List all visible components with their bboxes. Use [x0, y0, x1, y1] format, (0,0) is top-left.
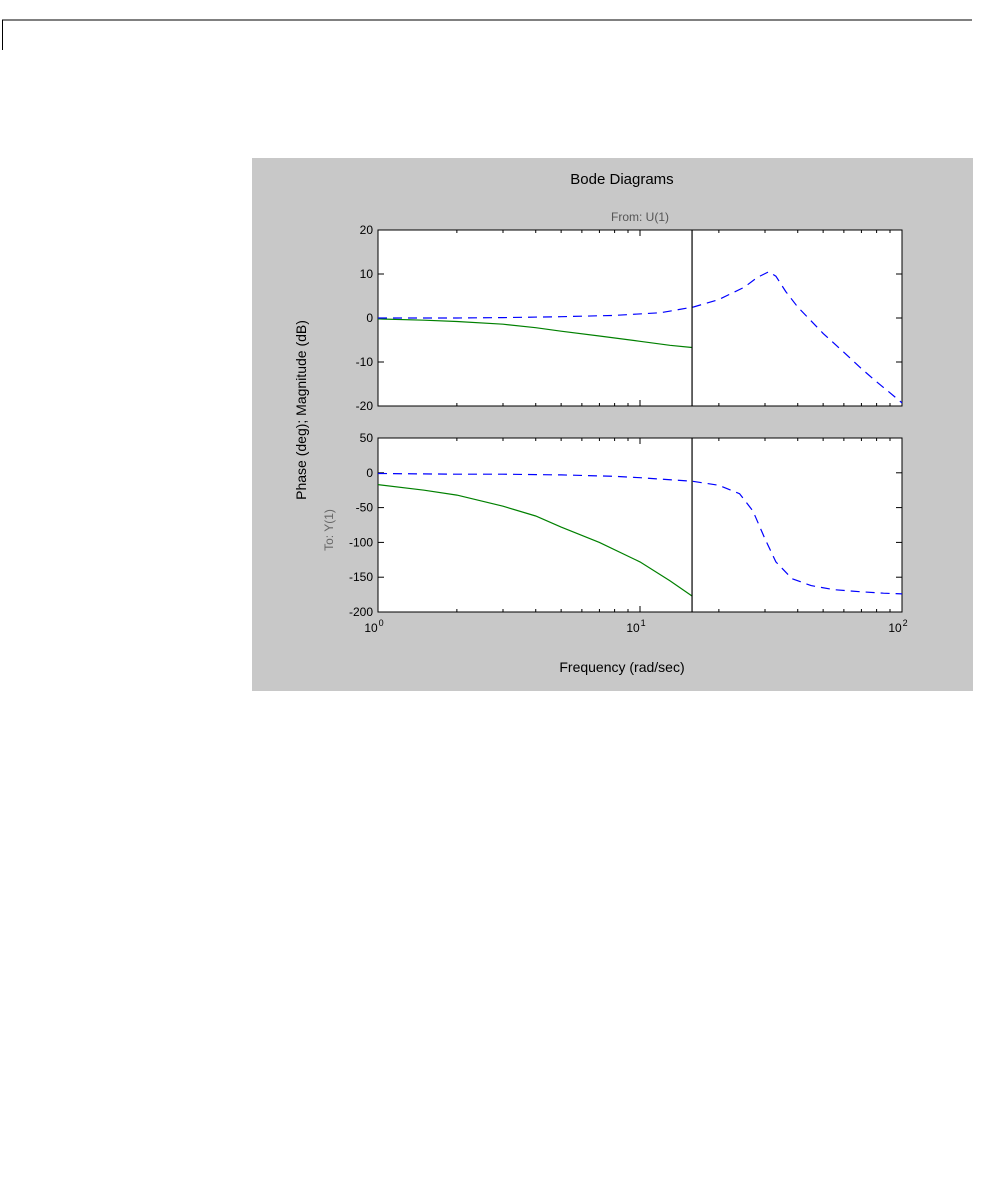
y-tick-label: -100: [349, 535, 373, 549]
x-tick-exponent: 1: [641, 618, 646, 628]
y-tick-label: 20: [360, 223, 374, 237]
magnitude-plot-area: [377, 229, 903, 407]
y-tick-label: -50: [356, 501, 374, 515]
from-label: From: U(1): [611, 210, 669, 224]
x-axis-label: Frequency (rad/sec): [559, 659, 684, 675]
phase-dashed-series-line: [377, 472, 903, 595]
chart-title: Bode Diagrams: [570, 171, 673, 188]
x-tick-exponent: 0: [379, 618, 384, 628]
y-tick-label: 0: [366, 466, 373, 480]
phase-plot-area: [377, 437, 903, 613]
page-header-rule: [2, 19, 972, 50]
y-axis-label: Phase (deg); Magnitude (dB): [293, 320, 309, 500]
phase-panel: 50 0 -50 -100 -150 -200: [349, 431, 903, 619]
y-tick-label: -20: [356, 399, 374, 413]
magnitude-dashed-series-line: [378, 271, 903, 404]
x-tick-labels: 100 101 102: [364, 618, 907, 635]
phase-solid-series-line: [377, 484, 693, 597]
y-tick-label: 0: [366, 311, 373, 325]
y-tick-label: -10: [356, 355, 374, 369]
to-label: To: Y(1): [322, 509, 336, 551]
magnitude-solid-series-line: [377, 318, 693, 349]
y-tick-label: 10: [360, 267, 374, 281]
y-tick-label: 50: [360, 431, 374, 445]
y-tick-label: -150: [349, 570, 373, 584]
magnitude-panel: 20 10 0 -10 -20: [356, 223, 903, 413]
x-tick-exponent: 2: [903, 618, 908, 628]
y-tick-label: -200: [349, 605, 373, 619]
